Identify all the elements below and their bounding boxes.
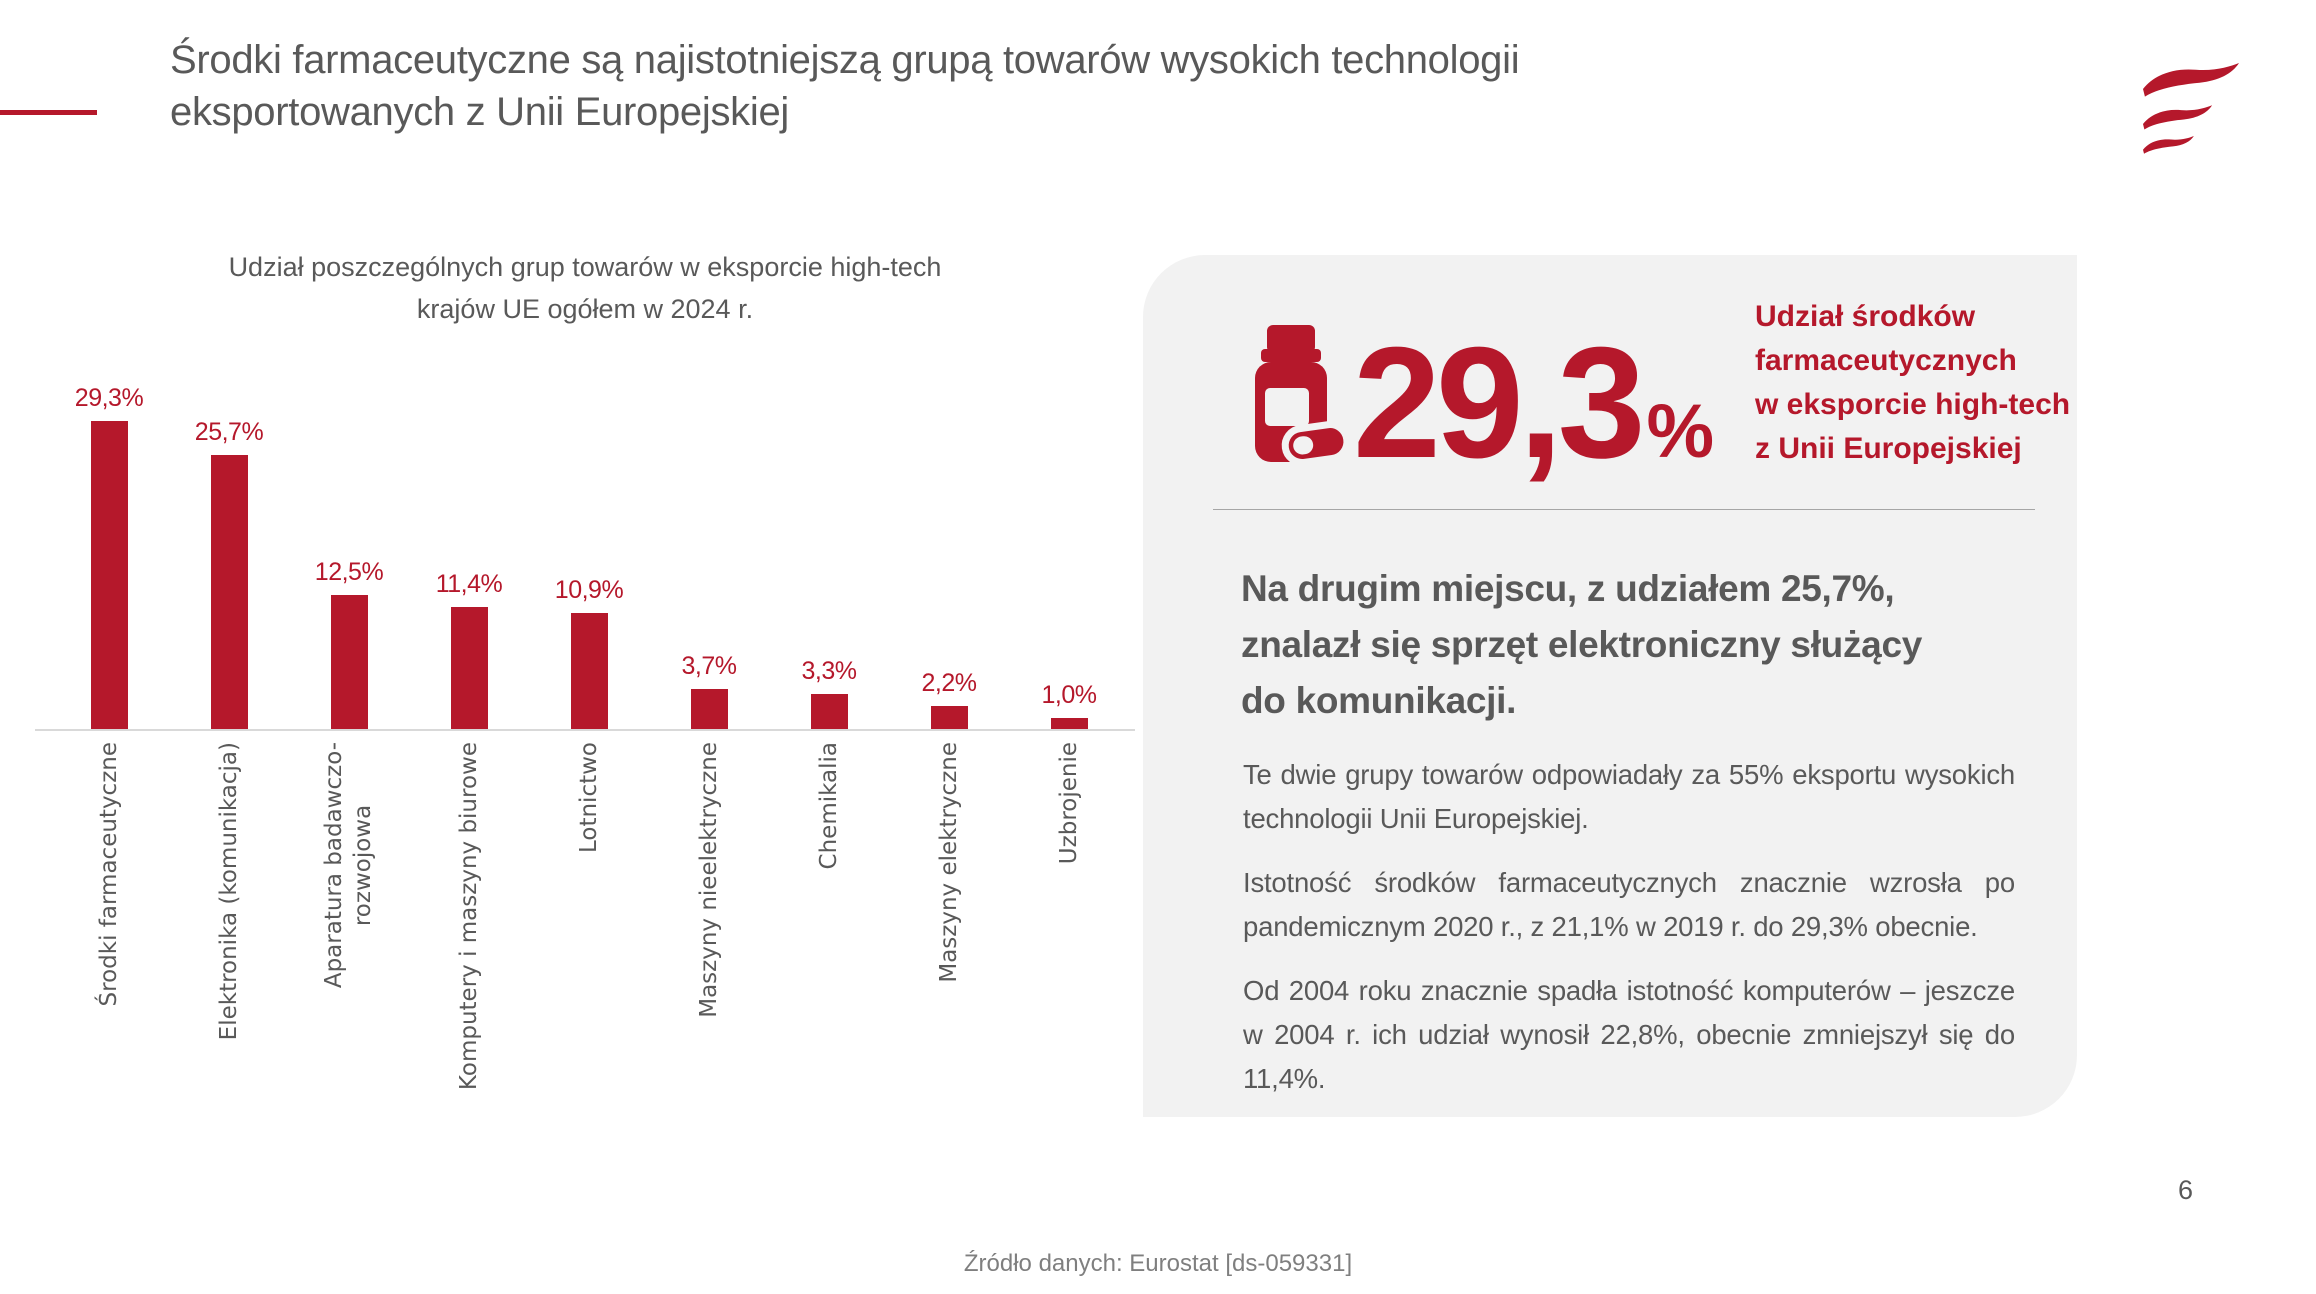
category-slot: Elektronika (komunikacja): [169, 742, 289, 1040]
bar-group: 2,2%: [889, 384, 1009, 729]
big-statistic-value: 29,3: [1353, 315, 1646, 491]
category-slot: Chemikalia: [769, 742, 889, 869]
bar: [930, 706, 968, 729]
bar: [450, 607, 488, 729]
bar: [1050, 718, 1088, 729]
bar-value-label: 29,3%: [74, 384, 144, 412]
logo-stripe-bottom: [2143, 136, 2194, 154]
category-label: Uzbrojenie: [1055, 742, 1082, 865]
panel-paragraphs: Te dwie grupy towarów odpowiadały za 55%…: [1243, 753, 2015, 1121]
bar: [330, 595, 368, 729]
bar-value-label: 25,7%: [194, 418, 264, 446]
bar-group: 12,5%: [289, 384, 409, 729]
category-labels: Środki farmaceutyczne Elektronika (komuni…: [49, 742, 1129, 1090]
bottle-neck: [1261, 349, 1321, 362]
x-axis-line: [35, 729, 1135, 731]
bar-group: 3,7%: [649, 384, 769, 729]
category-label: Aparatura badawczo- rozwojowa: [321, 742, 376, 989]
paragraph: Istotność środków farmaceutycznych znacz…: [1243, 867, 2015, 942]
bar-value-label: 11,4%: [435, 570, 503, 598]
big-statistic-percent-sign: %: [1646, 389, 1715, 474]
key-statement: Na drugim miejscu, z udziałem 25,7%, zna…: [1241, 568, 1923, 721]
bottle-cap: [1267, 325, 1315, 353]
bar-group: 10,9%: [529, 384, 649, 729]
category-label: Maszyny nieelektryczne: [695, 742, 722, 1018]
three-wave-flag-logo-icon: [2143, 63, 2239, 154]
logo-stripe-middle: [2143, 105, 2213, 130]
bar-group: 3,3%: [769, 384, 889, 729]
bar-group: 11,4%: [409, 384, 529, 729]
bar-value-label: 10,9%: [554, 576, 624, 604]
bar: [810, 694, 848, 729]
category-label: Chemikalia: [815, 742, 842, 870]
bar: [210, 455, 248, 729]
category-slot: Środki farmaceutyczne: [49, 742, 169, 1006]
category-slot: Maszyny nieelektryczne: [649, 742, 769, 1018]
page-number: 6: [2178, 1175, 2194, 1205]
bar-value-label: 3,3%: [801, 657, 857, 685]
bar-group: 1,0%: [1009, 384, 1129, 729]
category-slot: Komputery i maszyny biurowe: [409, 742, 529, 1090]
title-accent-rule: [0, 110, 97, 115]
data-source-footer: Źródło danych: Eurostat [ds-059331]: [963, 1250, 1353, 1277]
bar-value-label: 12,5%: [314, 558, 384, 586]
category-slot: Aparatura badawczo- rozwojowa: [289, 742, 409, 988]
category-slot: Lotnictwo: [529, 742, 649, 853]
logo-stripe-top: [2143, 63, 2239, 97]
bar-value-label: 3,7%: [681, 652, 737, 680]
category-label: Komputery i maszyny biurowe: [455, 742, 482, 1091]
category-label: Elektronika (komunikacja): [215, 742, 242, 1041]
bar: [690, 689, 728, 729]
category-slot: Uzbrojenie: [1009, 742, 1129, 864]
chart-title: Udział poszczególnych grup towarów w eks…: [228, 252, 942, 324]
bottle-label: [1265, 388, 1309, 426]
bar-group: 25,7%: [169, 384, 289, 729]
slide-title: Środki farmaceutyczne są najistotniejszą…: [170, 38, 1520, 134]
panel-heading: Udział środków farmaceutycznych w ekspor…: [1755, 300, 2071, 465]
category-label: Lotnictwo: [575, 742, 602, 854]
paragraph: Od 2004 roku znacznie spadła istotność k…: [1243, 975, 2015, 1094]
category-slot: Maszyny elektryczne: [889, 742, 1009, 983]
bar-group: 29,3%: [49, 384, 169, 729]
pill-bottle-icon: [1255, 325, 1351, 466]
big-statistic: 29,3 %: [1353, 315, 1715, 491]
capsule: [1281, 421, 1351, 466]
category-label: Środki farmaceutyczne: [95, 742, 122, 1007]
panel-divider: [1213, 509, 2035, 510]
bar-value-label: 1,0%: [1041, 681, 1097, 709]
bar-value-label: 2,2%: [921, 669, 977, 697]
bar: [90, 421, 128, 729]
bar: [570, 613, 608, 729]
highlight-panel: 29,3 % Udział środków farmaceutycznych w…: [1143, 255, 2077, 1117]
paragraph: Te dwie grupy towarów odpowiadały za 55%…: [1243, 759, 2015, 834]
bar-plot: 29,3% 25,7% 12,5% 11,4% 10,9% 3,7% 3,3% 2,2% 1,0…: [49, 384, 1129, 729]
category-label: Maszyny elektryczne: [935, 742, 962, 983]
